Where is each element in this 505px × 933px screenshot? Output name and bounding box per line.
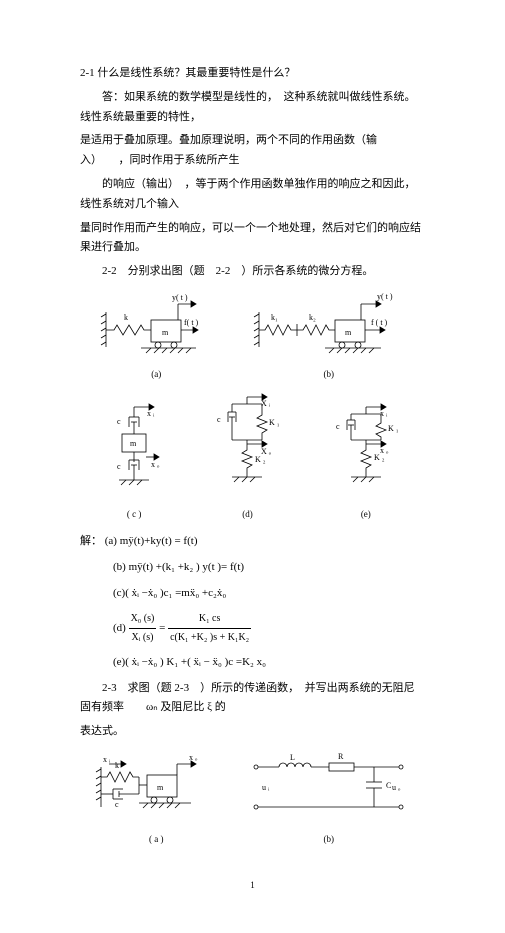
sol-d: (d) X₀ (s) Xᵢ (s) = K₁ cs c(K₁ +K₂ )s + … xyxy=(113,610,425,647)
sol-a: (a) mÿ(t)+ky(t) = f(t) xyxy=(105,535,198,547)
sol-d-rhs-frac: K₁ cs c(K₁ +K₂ )s + K₁K₂ xyxy=(168,610,251,647)
q21-ans-line-4: 量同时作用而产生的响应，可以一个一个地处理，然后对它们的响应结果进行叠加。 xyxy=(80,219,425,259)
q21-title: 2-1 什么是线性系统？其最重要特性是什么？ xyxy=(80,64,425,84)
q21-ans-line-1: 答：如果系统的数学模型是线性的， 这种系统就叫做线性系统。 线性系统最重要的特性… xyxy=(80,88,425,128)
svg-text:c: c xyxy=(336,422,340,431)
svg-text:c: c xyxy=(115,800,119,809)
diagram-23b: L R C u ᵢ u ₒ xyxy=(244,752,414,847)
diagram-a-svg: k m f( t ) y( t ) xyxy=(96,292,216,362)
diagram-row-3: x ᵢ k c m xyxy=(80,752,425,847)
svg-text:K ₁: K ₁ xyxy=(269,418,280,427)
solutions-header: 解： (a) mÿ(t)+ky(t) = f(t) xyxy=(80,532,425,552)
diagram-b-svg: k₁ k₂ m f ( t ) xyxy=(249,292,409,362)
q22-title: 2-2 分别求出图（题 2-2 ）所示各系统的微分方程。 xyxy=(80,262,425,282)
diagram-23b-svg: L R C u ᵢ u ₒ xyxy=(244,752,414,827)
diagram-c-label: ( c ) xyxy=(127,506,142,522)
svg-text:f ( t ): f ( t ) xyxy=(371,318,388,327)
diagram-row-2: x ᵢ c m c xyxy=(80,392,425,522)
q21-ans-line-2: 是适用于叠加原理。叠加原理说明，两个不同的作用函数（输入） ，同时作用于系统所产… xyxy=(80,131,425,171)
diagram-e-label: (e) xyxy=(361,506,371,522)
svg-text:k: k xyxy=(124,313,128,322)
diagram-row-1: k m f( t ) y( t ) xyxy=(80,292,425,382)
sol-d-lhs-frac: X₀ (s) Xᵢ (s) xyxy=(129,610,157,647)
svg-text:x ᵢ: x ᵢ xyxy=(147,409,155,418)
svg-text:K ₂: K ₂ xyxy=(374,453,385,462)
q21-ans-line-3: 的响应（输出） ，等于两个作用函数单独作用的响应之和因此，线性系统对几个输入 xyxy=(80,175,425,215)
svg-text:L: L xyxy=(290,753,295,762)
svg-text:x ₒ: x ₒ xyxy=(189,753,198,762)
svg-text:k₁: k₁ xyxy=(271,313,278,322)
diagram-e: x ᵢ c K ₁ x ₒ xyxy=(326,402,406,522)
svg-text:m: m xyxy=(345,328,352,337)
svg-text:k₂: k₂ xyxy=(309,313,316,322)
sol-d-lhs-num: X₀ (s) xyxy=(129,610,157,629)
sol-d-rhs-num: K₁ cs xyxy=(168,610,251,629)
diagram-b: k₁ k₂ m f ( t ) xyxy=(249,292,409,382)
svg-text:C: C xyxy=(386,781,391,790)
svg-text:m: m xyxy=(157,783,164,792)
diagram-e-svg: x ᵢ c K ₁ x ₒ xyxy=(326,402,406,502)
diagram-23b-label: (b) xyxy=(324,831,335,847)
svg-text:R: R xyxy=(338,752,344,761)
svg-text:K ₁: K ₁ xyxy=(388,424,399,433)
diagram-23a-svg: x ᵢ k c m xyxy=(91,752,221,827)
sol-d-rhs-den: c(K₁ +K₂ )s + K₁K₂ xyxy=(168,629,251,647)
sol-header-text: 解： xyxy=(80,535,102,547)
svg-text:u ₒ: u ₒ xyxy=(392,783,401,792)
svg-text:x ₒ: x ₒ xyxy=(151,460,160,469)
diagram-d-label: (d) xyxy=(242,506,253,522)
diagram-d: X ᵢ c K ₁ xyxy=(207,392,287,522)
svg-text:f( t ): f( t ) xyxy=(184,318,199,327)
svg-text:u ᵢ: u ᵢ xyxy=(262,783,270,792)
sol-d-label: (d) xyxy=(113,622,126,634)
diagram-a: k m f( t ) y( t ) xyxy=(96,292,216,382)
diagram-a-label: (a) xyxy=(151,366,161,382)
sol-b: (b) mÿ(t) +(k₁ +k₂ ) y(t )= f(t) xyxy=(113,558,425,578)
svg-text:X ᵢ: X ᵢ xyxy=(261,399,271,408)
svg-text:k: k xyxy=(115,761,119,770)
diagram-23a-label: ( a ) xyxy=(149,831,164,847)
diagram-b-label: (b) xyxy=(324,366,335,382)
diagram-23a: x ᵢ k c m xyxy=(91,752,221,847)
diagram-c: x ᵢ c m c xyxy=(99,402,169,522)
sol-e: (e)( ẋᵢ −ẋ₀ ) K₁ +( ẍᵢ − ẍ₀ )c =K₂ x₀ xyxy=(113,653,425,673)
svg-text:y( t ): y( t ) xyxy=(172,293,188,302)
svg-text:y( t ): y( t ) xyxy=(377,292,393,301)
svg-text:c: c xyxy=(117,462,121,471)
q23-title: 2-3 求图（题 2-3 ）所示的传递函数， 并写出两系统的无阻尼固有频率 ωₙ… xyxy=(80,679,425,719)
page-number: 1 xyxy=(80,877,425,893)
svg-text:K ₂: K ₂ xyxy=(255,455,266,464)
q23-title2: 表达式。 xyxy=(80,722,425,742)
sol-d-lhs-den: Xᵢ (s) xyxy=(129,629,157,647)
svg-text:x ᵢ: x ᵢ xyxy=(103,755,111,764)
diagram-c-svg: x ᵢ c m c xyxy=(99,402,169,502)
diagram-d-svg: X ᵢ c K ₁ xyxy=(207,392,287,502)
svg-text:m: m xyxy=(130,439,137,448)
svg-text:c: c xyxy=(217,415,221,424)
sol-c: (c)( ẋᵢ −ẋ₀ )c₁ =mẍ₀ +c₂ẋ₀ xyxy=(113,584,425,604)
svg-text:m: m xyxy=(162,328,169,337)
svg-text:c: c xyxy=(117,417,121,426)
